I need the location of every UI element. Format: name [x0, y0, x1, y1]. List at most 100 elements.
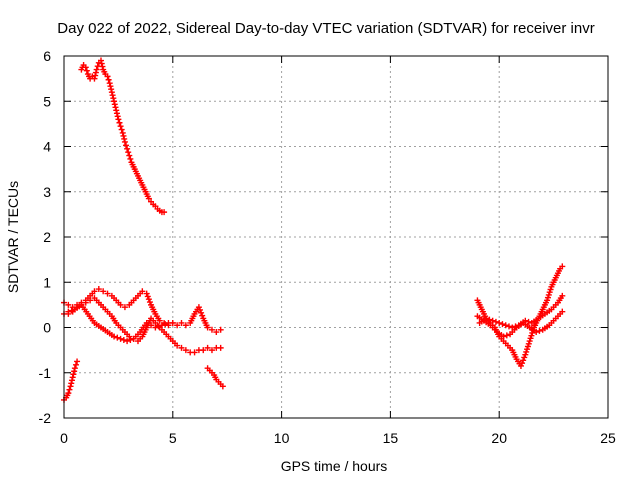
data-point-fill [121, 135, 128, 142]
data-point-fill [116, 119, 123, 126]
data-point [156, 317, 163, 324]
data-point [208, 347, 215, 354]
data-point [71, 365, 78, 372]
data-point [126, 152, 133, 159]
x-tick-labels: 0 5 10 15 20 25 [60, 430, 616, 446]
data-point-fill [523, 348, 530, 355]
data-point [121, 138, 128, 145]
data-point [97, 57, 104, 64]
data-point [178, 344, 185, 351]
data-point [169, 319, 176, 326]
data-point-fill [162, 321, 169, 328]
data-point-fill [545, 291, 552, 298]
data-point-fill [521, 354, 528, 361]
data-point [489, 317, 496, 324]
y-tick-label: 0 [43, 320, 51, 336]
data-point [502, 322, 509, 329]
data-point [158, 322, 165, 329]
data-point [93, 66, 100, 73]
data-point-fill [512, 323, 519, 330]
y-tick-label: 5 [43, 93, 51, 109]
series-arc-f [476, 292, 566, 331]
data-point [217, 344, 224, 351]
data-point-fill [70, 371, 77, 378]
data-point-fill [144, 293, 151, 300]
y-tick-label: 6 [43, 48, 51, 64]
data-point-fill [68, 307, 75, 314]
data-point-fill [492, 318, 499, 325]
data-point [148, 322, 155, 329]
data-point-fill [197, 306, 203, 313]
data-point [108, 89, 115, 96]
data-point [82, 64, 89, 71]
data-point-fill [120, 336, 127, 343]
data-point [124, 338, 131, 345]
data-point-fill [118, 126, 125, 133]
data-point [100, 288, 107, 295]
data-point [91, 75, 98, 82]
data-point [559, 308, 566, 315]
x-tick-label: 25 [600, 430, 616, 446]
data-point-fill [120, 132, 127, 139]
data-point [483, 315, 490, 322]
data-point-fill [127, 336, 134, 343]
data-point [182, 322, 189, 329]
data-point [143, 319, 150, 326]
data-point-fill [503, 332, 510, 339]
data-point [213, 329, 220, 336]
data-point-fill [83, 67, 90, 74]
data-point-fill [109, 92, 116, 99]
data-point [111, 98, 118, 105]
y-axis-label: SDTVAR / TECUs [5, 181, 21, 293]
data-point [117, 301, 124, 308]
data-point [115, 116, 122, 123]
data-point-fill [524, 346, 531, 353]
data-point [74, 358, 81, 365]
data-point [65, 308, 72, 315]
data-point-fill [544, 294, 551, 301]
data-point [91, 288, 98, 295]
data-point [204, 344, 211, 351]
data-point-fill [66, 386, 73, 393]
data-point [174, 322, 181, 329]
y-tick-label: 3 [43, 184, 51, 200]
x-tick-label: 15 [383, 430, 399, 446]
data-point [82, 299, 89, 306]
data-point-fill [198, 309, 205, 316]
data-point [517, 362, 524, 369]
data-point [65, 390, 72, 397]
data-point-fill [71, 368, 78, 375]
y-tick-label: -2 [39, 410, 52, 426]
data-point [559, 292, 566, 299]
data-point-fill [127, 155, 134, 162]
data-point-fill [528, 332, 535, 339]
data-point-fill [92, 69, 99, 76]
data-point [217, 326, 224, 333]
data-point [95, 286, 102, 293]
y-tick-label: -1 [39, 365, 52, 381]
data-point-fill [536, 327, 543, 334]
data-point-fill [98, 60, 105, 67]
data-point-fill [199, 312, 206, 319]
data-point [139, 288, 146, 295]
data-point [117, 335, 124, 342]
data-point [509, 324, 516, 331]
data-point-fill [519, 360, 526, 367]
data-point [182, 347, 189, 354]
data-point-fill [145, 296, 152, 303]
data-point [219, 383, 226, 390]
data-point [104, 290, 111, 297]
data-point-fill [92, 72, 99, 79]
data-point-fill [72, 361, 79, 368]
data-point [191, 349, 198, 356]
data-point [204, 324, 211, 331]
data-point-fill [155, 323, 162, 330]
data-point [174, 342, 181, 349]
data-point [161, 209, 168, 216]
data-point [113, 107, 120, 114]
data-point [496, 319, 503, 326]
data-point [200, 347, 207, 354]
data-point-fill [486, 316, 493, 323]
data-point-fill [499, 321, 506, 328]
x-tick-label: 5 [169, 430, 177, 446]
